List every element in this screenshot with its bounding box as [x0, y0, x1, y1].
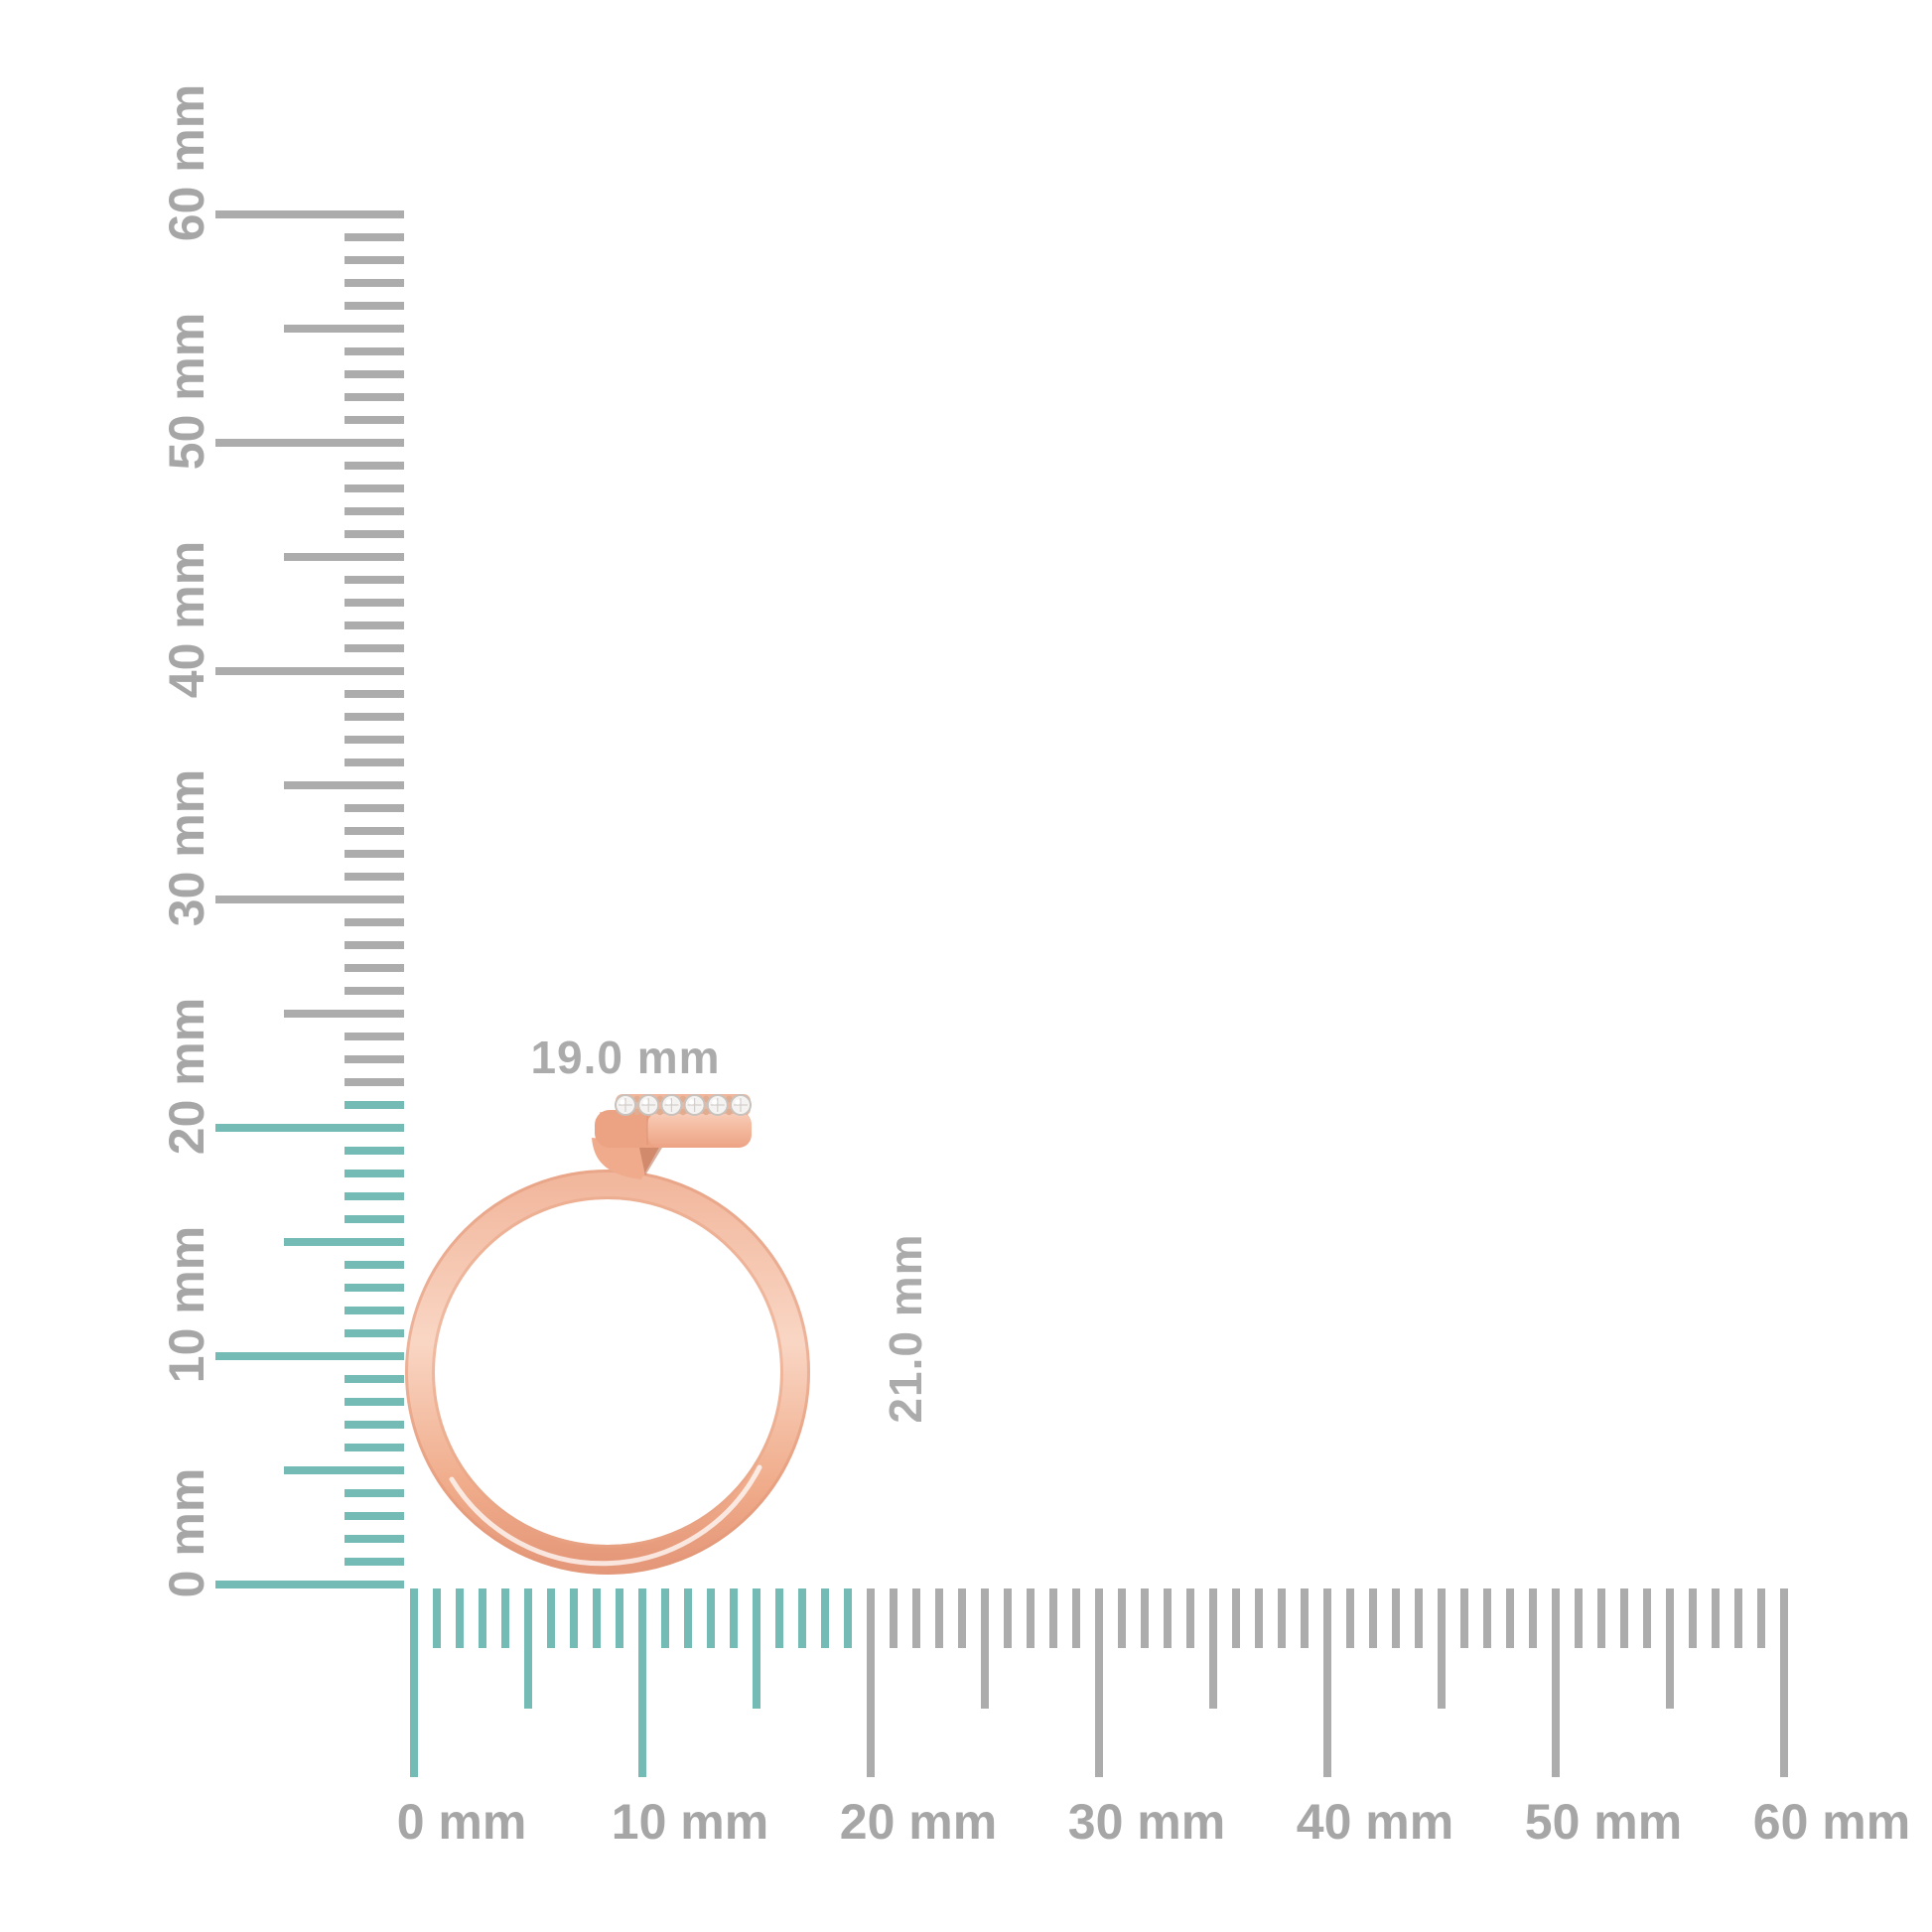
horizontal-ruler-label: 30 mm	[1068, 1794, 1225, 1850]
horizontal-ruler-label: 0 mm	[397, 1794, 527, 1850]
diamond-facet-lines	[687, 1098, 702, 1112]
horizontal-ruler-label: 10 mm	[612, 1794, 768, 1850]
prong	[726, 1108, 733, 1116]
vertical-ruler-label: 30 mm	[159, 769, 214, 926]
horizontal-ruler-labels: 0 mm 10 mm 20 mm 30 mm 40 mm 50 mm 60 mm	[397, 1794, 1911, 1850]
diamond-sparkle	[665, 1099, 672, 1105]
ring-width-label: 19.0 mm	[530, 1032, 720, 1083]
vertical-ruler-label: 0 mm	[159, 1468, 214, 1598]
ring	[405, 1094, 810, 1575]
diamond-sparkle	[620, 1099, 625, 1105]
prong	[656, 1108, 663, 1116]
prong	[633, 1108, 640, 1116]
diamond-sparkle	[735, 1099, 741, 1105]
diamond-facet-lines	[664, 1098, 679, 1112]
disc-front	[647, 1112, 752, 1148]
disc-shadow-notch	[639, 1148, 662, 1175]
ring-band-inner-rim	[432, 1196, 783, 1548]
vertical-ruler-label: 20 mm	[159, 998, 214, 1155]
diamond-facet-lines	[619, 1098, 632, 1112]
ring-band-outer-rim	[405, 1170, 810, 1575]
horizontal-ruler-ticks	[410, 1588, 1788, 1777]
diamond-facet-lines	[734, 1098, 748, 1112]
vertical-ruler-label: 40 mm	[159, 541, 214, 698]
horizontal-ruler-label: 20 mm	[840, 1794, 997, 1850]
horizontal-ruler: 0 mm 10 mm 20 mm 30 mm 40 mm 50 mm 60 mm	[397, 1588, 1911, 1850]
diamond-sparkle	[689, 1099, 695, 1105]
vertical-ruler: 0 mm 10 mm 20 mm 30 mm 40 mm 50 mm 60 mm	[159, 84, 404, 1598]
horizontal-ruler-label: 40 mm	[1297, 1794, 1453, 1850]
band-highlight	[449, 1464, 762, 1567]
horizontal-ruler-label: 50 mm	[1525, 1794, 1682, 1850]
vertical-ruler-label: 60 mm	[159, 84, 214, 241]
diamond-sparkle	[642, 1099, 648, 1105]
vertical-ruler-labels: 0 mm 10 mm 20 mm 30 mm 40 mm 50 mm 60 mm	[159, 84, 214, 1598]
vertical-ruler-label: 10 mm	[159, 1226, 214, 1383]
diamond-facet-lines	[710, 1098, 725, 1112]
prong	[679, 1108, 687, 1116]
vertical-ruler-label: 50 mm	[159, 313, 214, 470]
horizontal-ruler-label: 60 mm	[1753, 1794, 1910, 1850]
diamond-row	[615, 1094, 752, 1116]
ring-band	[405, 1170, 810, 1575]
ring-height-label: 21.0 mm	[880, 1233, 931, 1423]
vertical-ruler-ticks	[215, 210, 404, 1588]
diamond-sparkle	[712, 1099, 718, 1105]
prong	[703, 1108, 710, 1116]
diamond-facet-lines	[641, 1098, 656, 1112]
